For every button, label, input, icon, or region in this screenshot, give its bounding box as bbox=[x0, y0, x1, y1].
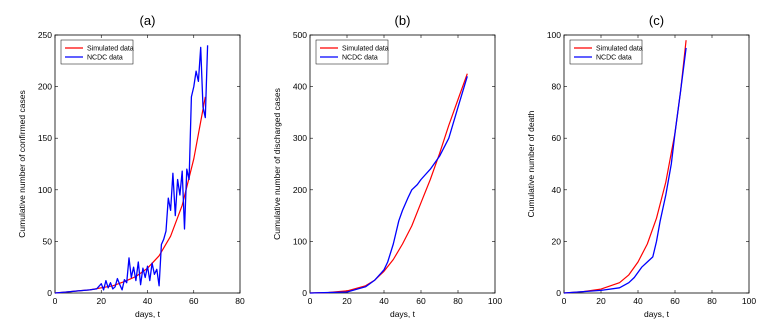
x-tick-label: 60 bbox=[189, 296, 199, 306]
x-tick-label: 60 bbox=[416, 296, 426, 306]
x-tick-label: 0 bbox=[308, 296, 313, 306]
x-tick-label: 20 bbox=[97, 296, 107, 306]
y-tick-label: 20 bbox=[552, 236, 562, 246]
x-tick-label: 80 bbox=[235, 296, 245, 306]
y-tick-label: 150 bbox=[38, 133, 52, 143]
x-tick-label: 100 bbox=[488, 296, 502, 306]
legend-box bbox=[60, 39, 134, 65]
x-tick-label: 20 bbox=[342, 296, 352, 306]
y-tick-label: 0 bbox=[556, 288, 561, 298]
x-tick-label: 80 bbox=[707, 296, 717, 306]
y-axis-label: Cumulative number of confirmed cases bbox=[17, 90, 27, 237]
x-axis-label: days, t bbox=[135, 309, 161, 319]
x-tick-label: 80 bbox=[453, 296, 463, 306]
y-tick-label: 200 bbox=[38, 82, 52, 92]
y-tick-label: 100 bbox=[293, 236, 307, 246]
legend-label: NCDC data bbox=[342, 55, 378, 62]
legend-label: Simulated data bbox=[87, 46, 134, 53]
y-tick-label: 200 bbox=[293, 185, 307, 195]
legend-label: NCDC data bbox=[87, 55, 123, 62]
y-tick-label: 500 bbox=[293, 30, 307, 40]
y-axis-label: Cumulative number of discharged cases bbox=[272, 88, 282, 240]
y-axis-label: Cumulative number of death bbox=[526, 110, 536, 217]
x-tick-label: 40 bbox=[143, 296, 153, 306]
y-tick-label: 60 bbox=[552, 133, 562, 143]
chart-title: (b) bbox=[395, 13, 411, 28]
y-tick-label: 100 bbox=[38, 185, 52, 195]
legend-box bbox=[569, 39, 643, 65]
legend-label: NCDC data bbox=[596, 55, 632, 62]
chart-panel-3: 0 20 40 60 80 100 0 20 40 60 80 100 (c) days, t Cumula… bbox=[526, 13, 756, 319]
y-tick-label: 80 bbox=[552, 82, 562, 92]
x-tick-label: 100 bbox=[742, 296, 756, 306]
y-tick-label: 400 bbox=[293, 82, 307, 92]
y-tick-label: 0 bbox=[302, 288, 307, 298]
x-tick-label: 60 bbox=[670, 296, 680, 306]
x-tick-label: 40 bbox=[633, 296, 643, 306]
x-axis-label: days, t bbox=[390, 309, 416, 319]
chart-panel-2: 0 20 40 60 80 100 0 100 200 300 400 500 (b) days, t Cu… bbox=[272, 13, 502, 319]
series-line-simulated bbox=[309, 73, 468, 294]
chart-panel-1: 0 20 40 60 80 0 50 100 150 200 250 (a) days, t Cumula… bbox=[17, 13, 245, 319]
y-tick-label: 100 bbox=[547, 30, 561, 40]
plot-area bbox=[563, 34, 750, 294]
series-line-ncdc bbox=[563, 47, 687, 294]
y-tick-label: 40 bbox=[552, 185, 562, 195]
x-tick-label: 40 bbox=[379, 296, 389, 306]
plot-area bbox=[309, 34, 496, 294]
legend-box bbox=[315, 39, 389, 65]
legend-label: Simulated data bbox=[342, 46, 389, 53]
y-tick-label: 250 bbox=[38, 30, 52, 40]
plot-area bbox=[54, 34, 241, 294]
chart-title: (a) bbox=[140, 13, 156, 28]
x-axis-label: days, t bbox=[644, 309, 670, 319]
y-tick-label: 50 bbox=[43, 236, 53, 246]
chart-title: (c) bbox=[649, 13, 664, 28]
x-tick-label: 0 bbox=[53, 296, 58, 306]
x-tick-label: 0 bbox=[562, 296, 567, 306]
y-tick-label: 0 bbox=[47, 288, 52, 298]
y-tick-label: 300 bbox=[293, 133, 307, 143]
series-line-ncdc bbox=[309, 76, 468, 294]
series-line-ncdc bbox=[54, 45, 209, 294]
x-tick-label: 20 bbox=[596, 296, 606, 306]
legend-label: Simulated data bbox=[596, 46, 643, 53]
